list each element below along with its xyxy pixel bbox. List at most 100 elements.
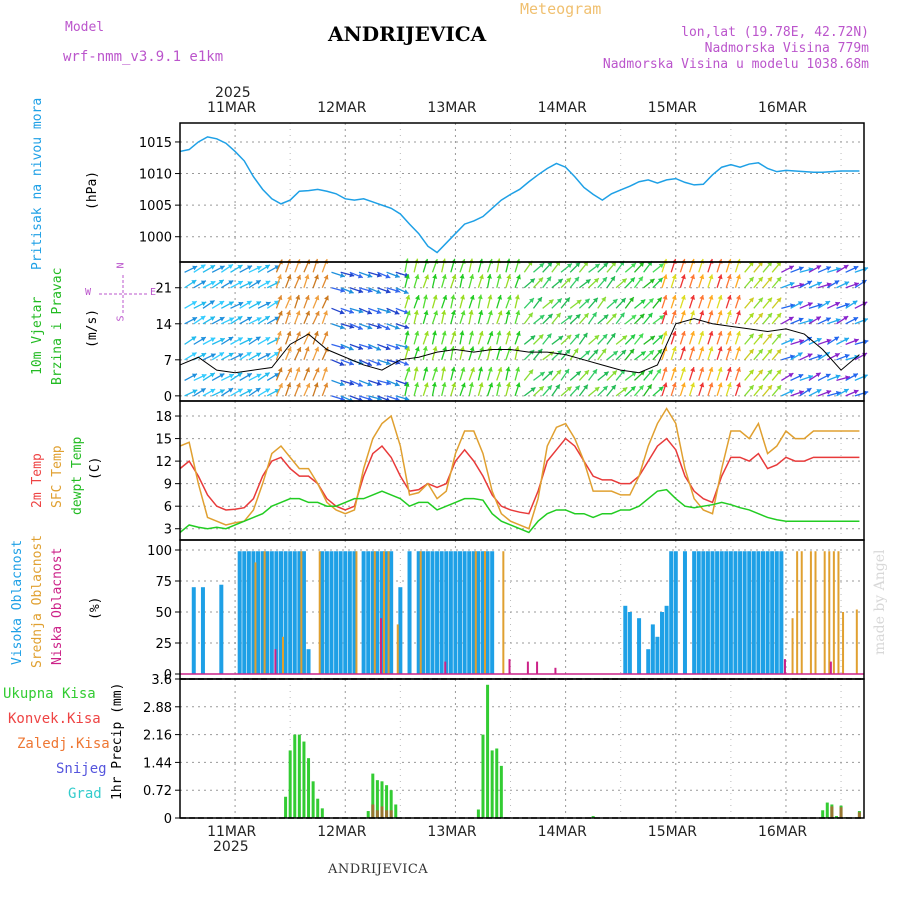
precip-freezing-bar bbox=[385, 810, 389, 818]
precip-total-bar bbox=[307, 758, 311, 818]
high-cloud-bar bbox=[306, 649, 311, 674]
ytick-label-3-0: 0 bbox=[164, 668, 172, 683]
model-name: wrf-nmm_v3.9.1 e1km bbox=[63, 49, 224, 65]
high-cloud-bar bbox=[444, 551, 449, 674]
high-cloud-bar bbox=[458, 551, 463, 674]
high-cloud-bar bbox=[669, 551, 674, 674]
compass-e: E bbox=[150, 287, 157, 298]
high-cloud-bar bbox=[384, 551, 389, 674]
high-cloud-bar bbox=[265, 551, 270, 674]
high-cloud-bar bbox=[692, 551, 697, 674]
high-cloud-bar bbox=[379, 551, 384, 674]
precip-total-bar bbox=[481, 734, 485, 818]
mid-cloud-bar bbox=[502, 551, 505, 674]
high-cloud-bar bbox=[701, 551, 706, 674]
high-cloud-bars bbox=[191, 551, 784, 674]
ytick-label-4-3: 2.16 bbox=[143, 729, 172, 744]
precip-total-bar bbox=[486, 684, 490, 818]
legend-freezing: Zaledj.Kisa bbox=[17, 736, 110, 752]
ytick-label-0-0: 1000 bbox=[139, 231, 172, 246]
high-cloud-bar bbox=[710, 551, 715, 674]
high-cloud-bar bbox=[751, 551, 756, 674]
temp-dewpt-line bbox=[179, 488, 860, 534]
precip-total-bar bbox=[490, 750, 494, 818]
high-cloud-bar bbox=[738, 551, 743, 674]
top-date-label: 16MAR bbox=[757, 100, 808, 116]
precip-freezing-bar bbox=[839, 807, 843, 818]
precip-total-bar bbox=[375, 780, 379, 818]
ytick-label-2-0: 3 bbox=[164, 523, 172, 538]
lonlat-label: lon,lat (19.78E, 42.72N) bbox=[681, 25, 869, 40]
precip-total-bar bbox=[316, 798, 320, 818]
precip-total-bar bbox=[297, 734, 301, 818]
high-cloud-bar bbox=[260, 551, 265, 674]
high-cloud-bar bbox=[389, 551, 394, 674]
high-cloud-bar bbox=[278, 551, 283, 674]
precip-freezing-bar bbox=[380, 806, 384, 818]
bottom-date-label: 16MAR bbox=[757, 824, 808, 840]
mid-cloud-bar bbox=[318, 551, 321, 674]
year-top: 2025 bbox=[215, 85, 251, 101]
precip-total-bar bbox=[394, 804, 398, 818]
high-cloud-bar bbox=[421, 551, 426, 674]
wind-speed-line bbox=[179, 318, 860, 374]
ytick-label-3-2: 50 bbox=[155, 606, 172, 621]
top-date-label: 11MAR bbox=[207, 100, 257, 116]
bottom-date-label: 12MAR bbox=[317, 824, 367, 840]
precip-total-bar bbox=[591, 816, 595, 818]
low-cloud-bar bbox=[508, 659, 511, 674]
precip-freezing-bar bbox=[857, 812, 861, 818]
high-cloud-bar bbox=[288, 551, 293, 674]
low-cloud-bar bbox=[554, 667, 557, 674]
high-cloud-bar bbox=[219, 584, 224, 674]
precip-total-bar bbox=[834, 816, 838, 818]
precip-total-bar bbox=[288, 750, 292, 818]
high-cloud-bar bbox=[398, 587, 403, 674]
legend-total-rain: Ukupna Kisa bbox=[3, 686, 96, 702]
high-cloud-bar bbox=[416, 551, 421, 674]
model-altitude-label: Nadmorska Visina u modelu 1038.68m bbox=[602, 57, 869, 72]
high-cloud-bar bbox=[283, 551, 288, 674]
ytick-label-1-0: 0 bbox=[164, 390, 172, 405]
high-cloud-bar bbox=[774, 551, 779, 674]
high-cloud-bar bbox=[375, 551, 380, 674]
low-cloud-bars bbox=[274, 618, 832, 674]
station-title: ANDRIJEVICA bbox=[328, 22, 487, 46]
year-bottom: 2025 bbox=[213, 839, 249, 855]
precip-freezing-bar bbox=[830, 806, 834, 818]
high-cloud-bar bbox=[430, 551, 435, 674]
high-cloud-bar bbox=[334, 551, 339, 674]
precip-total-bar bbox=[284, 796, 288, 818]
precip-total-bar bbox=[293, 734, 297, 818]
mid-cloud-bar bbox=[254, 562, 257, 674]
high-cloud-bar bbox=[251, 551, 256, 674]
ytick-label-3-4: 100 bbox=[147, 544, 172, 559]
mid-cloud-bar bbox=[263, 551, 266, 674]
panel-bg-4 bbox=[180, 679, 864, 818]
top-date-label: 12MAR bbox=[317, 100, 367, 116]
footer-station: ANDRIJEVICA bbox=[328, 862, 429, 877]
high-cloud-bar bbox=[329, 551, 334, 674]
high-cloud-bar bbox=[742, 551, 747, 674]
high-cloud-bar bbox=[705, 551, 710, 674]
high-cloud-bar bbox=[650, 624, 655, 674]
precip-total-bar bbox=[366, 811, 370, 818]
precip-total-bar bbox=[371, 773, 375, 818]
mid-cloud-bar bbox=[796, 551, 799, 674]
high-cloud-bar bbox=[343, 551, 348, 674]
compass-w: W bbox=[85, 287, 92, 298]
high-cloud-bar bbox=[407, 551, 412, 674]
high-cloud-bar bbox=[256, 551, 261, 674]
pressure-line bbox=[179, 136, 860, 254]
mid-cloud-bar bbox=[419, 551, 422, 674]
high-cloud-bar bbox=[655, 636, 660, 674]
precip-total-bar bbox=[476, 809, 480, 818]
ytick-label-2-1: 6 bbox=[164, 500, 172, 515]
mid-cloud-bar bbox=[483, 551, 486, 674]
high-cloud-bar bbox=[719, 551, 724, 674]
high-cloud-bar bbox=[269, 551, 274, 674]
precip-total-bars bbox=[284, 684, 861, 818]
high-cloud-bar bbox=[435, 551, 440, 674]
precip-total-bar bbox=[389, 790, 393, 818]
mid-cloud-bar bbox=[382, 551, 385, 674]
